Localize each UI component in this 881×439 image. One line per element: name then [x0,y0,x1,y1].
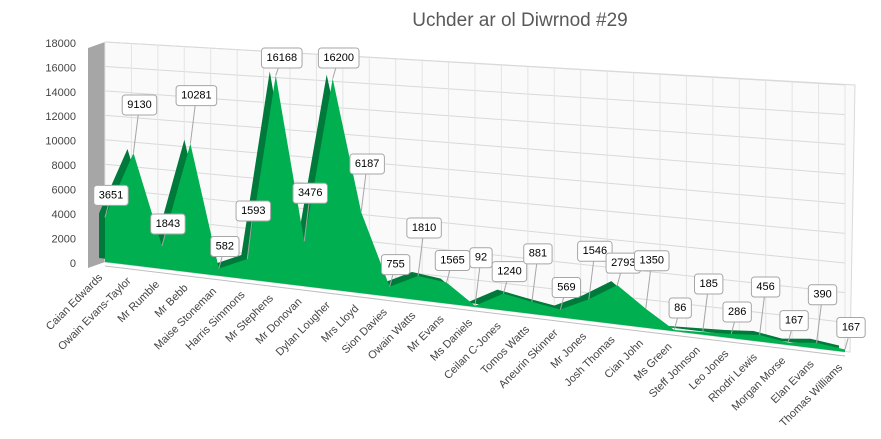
data-label-box [634,250,670,272]
data-label-box [175,85,218,107]
data-label: 1565 [434,250,471,272]
y-tick-label: 10000 [45,136,76,148]
data-label: 167 [779,310,809,332]
data-label-box [121,94,158,116]
data-label-box [317,47,360,69]
data-label-text: 3651 [99,189,123,201]
data-label-box [779,310,809,332]
x-tick-label: Caian Edwards [44,271,106,333]
data-label-box [807,284,838,306]
data-label-box [406,217,442,239]
data-label-text: 456 [756,281,774,293]
data-label: 755 [380,254,411,276]
data-label-box [235,200,272,222]
data-label-text: 1843 [156,218,180,230]
y-tick-label: 8000 [52,160,76,172]
data-label: 1240 [491,261,528,283]
data-label: 167 [836,317,866,339]
data-label: 185 [694,273,724,295]
data-label-text: 6187 [355,158,379,170]
data-label: 390 [807,284,838,306]
data-label-text: 755 [386,259,404,271]
data-label: 1350 [634,250,670,272]
data-label-box [836,317,866,339]
data-label: 86 [668,297,692,319]
floor-edge [104,265,846,357]
data-label-text: 167 [842,321,860,333]
data-label-text: 16200 [323,52,354,64]
data-label-box [694,273,724,295]
data-label-text: 582 [216,240,234,252]
chart-title: Uchder ar ol Diwrnod #29 [412,10,627,31]
data-label-box [750,276,781,298]
data-label: 3651 [93,184,129,206]
data-label-text: 86 [674,302,686,314]
data-label-text: 1350 [640,255,664,267]
data-label: 1810 [406,217,442,239]
data-label-box [551,277,582,299]
data-label-text: 1240 [497,265,521,277]
data-label-text: 2793 [611,257,635,269]
data-label: 6187 [349,153,385,175]
data-label-text: 167 [785,315,803,327]
data-label-box [260,47,303,69]
data-label-box [292,182,328,204]
y-tick-label: 16000 [45,62,76,74]
y-tick-label: 6000 [52,185,76,197]
data-label-text: 881 [529,248,547,260]
x-tick-label: Ceilan C-Jones [442,320,504,382]
data-label: 3476 [292,182,328,204]
data-label-text: 569 [557,281,575,293]
data-label-text: 1565 [440,254,464,266]
data-label-box [469,247,493,269]
data-label-text: 16168 [266,52,297,64]
data-label-text: 92 [475,252,487,264]
y-tick-label: 2000 [52,233,76,245]
data-label: 1843 [150,213,186,235]
data-label-text: 390 [813,289,831,301]
data-label-box [722,301,752,323]
y-tick-label: 14000 [45,87,76,99]
data-label-box [349,153,385,175]
data-label-box [93,184,129,206]
y-tick-label: 4000 [52,209,76,221]
y-tick-label: 18000 [45,38,76,50]
y-tick-label: 12000 [45,111,76,123]
data-label: 1546 [577,240,613,262]
data-label-box [523,243,553,265]
data-label-text: 185 [700,278,718,290]
data-label: 10281 [175,85,218,107]
data-label: 2793 [605,252,642,274]
data-label-box [150,213,186,235]
data-label-box [491,261,528,283]
data-label: 9130 [121,94,158,116]
data-label: 92 [469,247,493,269]
data-label-text: 9130 [127,99,151,111]
data-label: 16200 [317,47,360,69]
data-label-text: 1810 [412,222,436,234]
data-label: 582 [210,235,240,257]
y-tick-label: 0 [70,258,76,270]
data-label-box [577,240,613,262]
area [105,75,845,352]
data-label: 16168 [260,47,303,69]
data-label-text: 286 [728,306,746,318]
data-label: 1593 [235,200,272,222]
data-label: 569 [551,277,582,299]
data-label-box [210,235,240,257]
data-label-text: 10281 [181,90,212,102]
data-label: 456 [750,276,781,298]
data-label-box [668,297,692,319]
data-label-text: 3476 [298,187,322,199]
data-label: 286 [722,301,752,323]
data-label-text: 1593 [241,205,265,217]
data-label-text: 1546 [583,245,607,257]
data-label: 881 [523,243,553,265]
data-label-box [380,254,411,276]
